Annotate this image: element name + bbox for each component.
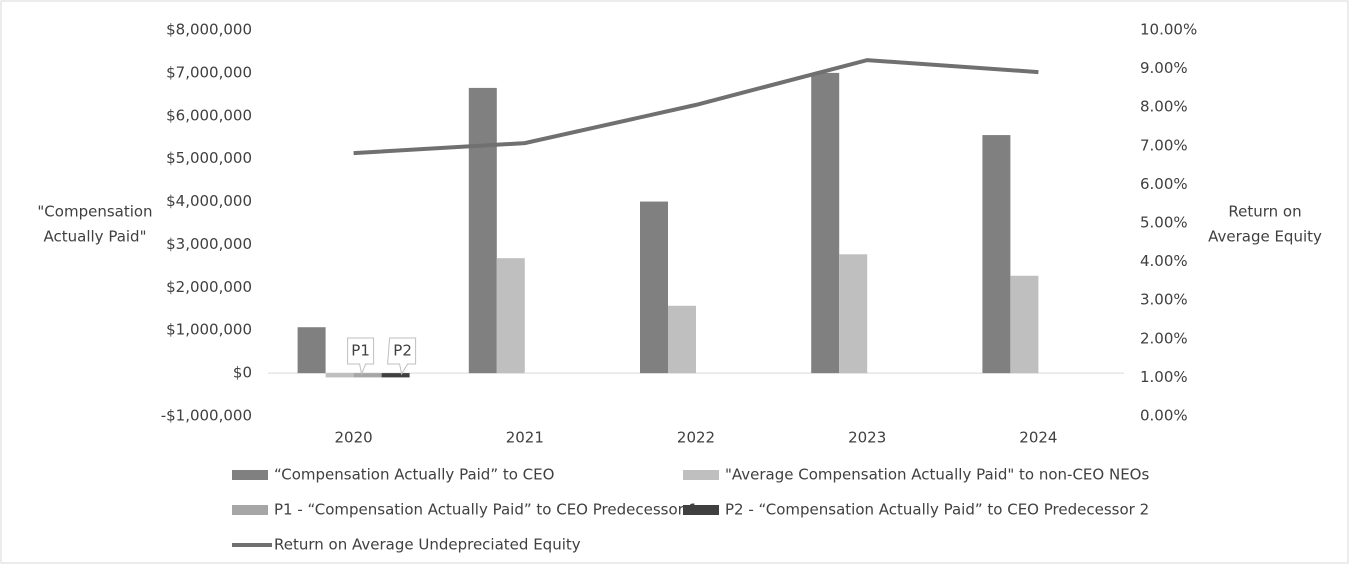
- y2-tick-label: 8.00%: [1140, 98, 1188, 116]
- callout: [347, 337, 375, 376]
- line: [353, 58, 1039, 156]
- y-axis-label: "Compensation: [37, 203, 152, 221]
- bar: [496, 258, 525, 374]
- bar: [1010, 275, 1039, 374]
- bar: [381, 373, 410, 378]
- y2-tick-label: 4.00%: [1140, 252, 1188, 270]
- bar: [668, 305, 696, 374]
- y-tick-label: $0: [233, 364, 252, 382]
- y-tick-label: $5,000,000: [166, 149, 252, 167]
- y-tick-label: $3,000,000: [166, 235, 252, 253]
- annotation: P1: [351, 342, 370, 360]
- y2-tick-label: 7.00%: [1140, 136, 1188, 154]
- legend-label: P2 - “Compensation Actually Paid” to CEO…: [725, 501, 1149, 519]
- y2-tick-label: 9.00%: [1140, 59, 1188, 77]
- annotation: P2: [393, 342, 412, 360]
- y2-axis-label: Return on: [1228, 203, 1301, 221]
- x-tick-label: 2021: [506, 429, 544, 447]
- y2-tick-label: 2.00%: [1140, 329, 1188, 347]
- bar: [811, 72, 840, 374]
- bar: [468, 87, 497, 374]
- bar: [839, 254, 868, 374]
- legend-swatch: [683, 470, 719, 480]
- bar: [982, 135, 1011, 374]
- bar: [640, 201, 668, 374]
- legend-swatch: [683, 505, 719, 515]
- y-tick-label: $8,000,000: [166, 21, 252, 39]
- y2-tick-label: 6.00%: [1140, 175, 1188, 193]
- y2-tick-label: 1.00%: [1140, 368, 1188, 386]
- y2-tick-label: 3.00%: [1140, 291, 1188, 309]
- legend-label: P1 - “Compensation Actually Paid” to CEO…: [274, 501, 698, 519]
- y-tick-label: $4,000,000: [166, 192, 252, 210]
- y-tick-label: $1,000,000: [166, 321, 252, 339]
- x-tick-label: 2024: [1019, 429, 1057, 447]
- y2-tick-label: 0.00%: [1140, 407, 1188, 425]
- legend-swatch: [232, 505, 268, 515]
- y-tick-label: $6,000,000: [166, 106, 252, 124]
- x-tick-label: 2023: [848, 429, 886, 447]
- legend-label: Return on Average Undepreciated Equity: [274, 536, 581, 554]
- x-tick-label: 2020: [335, 429, 373, 447]
- legend-label: "Average Compensation Actually Paid" to …: [725, 466, 1149, 484]
- bar: [297, 327, 326, 374]
- y-tick-label: $2,000,000: [166, 278, 252, 296]
- x-tick-label: 2022: [677, 429, 715, 447]
- y-tick-label: -$1,000,000: [161, 407, 252, 425]
- callout: [387, 337, 417, 376]
- legend-label: “Compensation Actually Paid” to CEO: [274, 466, 554, 484]
- bar: [353, 373, 382, 378]
- bar: [325, 373, 354, 378]
- y-tick-label: $7,000,000: [166, 63, 252, 81]
- y2-tick-label: 5.00%: [1140, 214, 1188, 232]
- y-axis-label: Actually Paid": [44, 228, 147, 246]
- y2-axis-label: Average Equity: [1208, 228, 1322, 246]
- legend-swatch: [232, 470, 268, 480]
- y2-tick-label: 10.00%: [1140, 21, 1197, 39]
